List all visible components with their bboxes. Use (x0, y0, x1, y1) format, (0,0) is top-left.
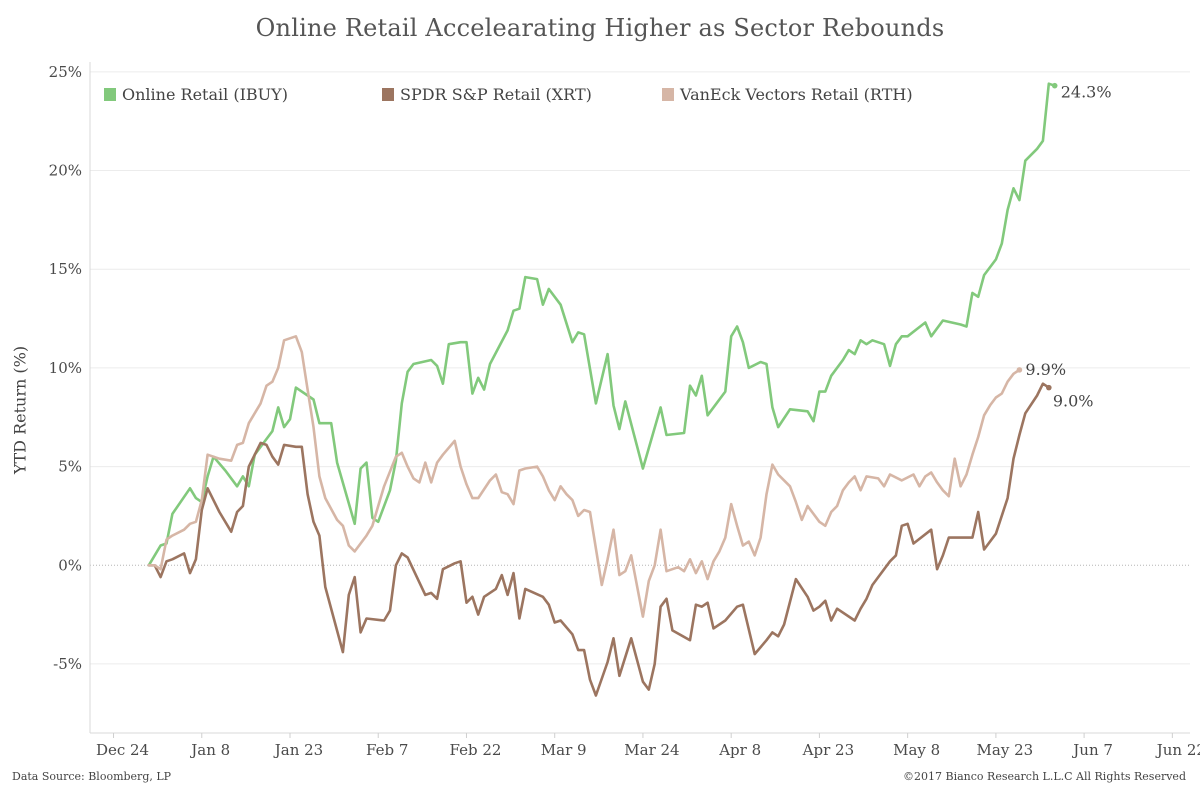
end-value-label: 24.3% (1061, 83, 1112, 102)
series-lines (147, 82, 1058, 697)
x-tick-label: Mar 24 (624, 741, 679, 759)
end-value-label: 9.0% (1053, 392, 1094, 411)
series-end-dot (1046, 384, 1052, 391)
x-tick-label: May 8 (893, 741, 940, 759)
x-tick-label: Jun 22 (1155, 741, 1200, 759)
x-tick-label: Jan 23 (273, 741, 323, 759)
legend: Online Retail (IBUY) SPDR S&P Retail (XRT… (104, 85, 913, 104)
chart-title: Online Retail Accelearating Higher as Se… (255, 14, 945, 42)
series-end-dot (1016, 367, 1023, 373)
end-labels: 24.3% 9.0% 9.9% (1025, 83, 1111, 411)
x-tick-label: Apr 23 (802, 741, 854, 759)
copyright-note: ©2017 Bianco Research L.L.C All Rights R… (903, 770, 1186, 783)
end-value-label: 9.9% (1025, 360, 1066, 379)
x-tick-label: Feb 22 (450, 741, 502, 759)
x-tick-label: Apr 8 (718, 741, 761, 759)
y-tick-label: 25% (49, 63, 82, 81)
legend-swatch (382, 88, 394, 101)
legend-swatch (104, 88, 116, 101)
x-tick-label: Dec 24 (96, 741, 149, 759)
series-end-dot (1051, 82, 1058, 89)
grid (90, 71, 1190, 665)
series-line-2 (147, 335, 1021, 618)
legend-label: SPDR S&P Retail (XRT) (400, 85, 592, 104)
axes: -5% 0% 5% 10% 15% 20% 25% Dec 24 Jan 8 Jan 23 Feb … (49, 62, 1200, 759)
x-tick-label: Feb 7 (366, 741, 408, 759)
y-tick-label: 0% (58, 556, 82, 574)
y-tick-label: 20% (49, 162, 82, 180)
x-tick-label: May 23 (977, 741, 1034, 759)
legend-label: VanEck Vectors Retail (RTH) (679, 85, 913, 104)
series-line-0 (147, 82, 1056, 567)
x-tick-label: Jan 8 (189, 741, 230, 759)
y-tick-label: -5% (53, 655, 82, 673)
y-tick-label: 5% (58, 458, 82, 476)
y-tick-label: 10% (49, 359, 82, 377)
series-line-1 (147, 382, 1051, 697)
legend-label: Online Retail (IBUY) (122, 85, 288, 104)
data-source-note: Data Source: Bloomberg, LP (12, 770, 172, 783)
x-tick-label: Mar 9 (541, 741, 587, 759)
y-tick-label: 15% (49, 260, 82, 278)
legend-swatch (662, 88, 674, 101)
x-tick-label: Jun 7 (1071, 741, 1113, 759)
